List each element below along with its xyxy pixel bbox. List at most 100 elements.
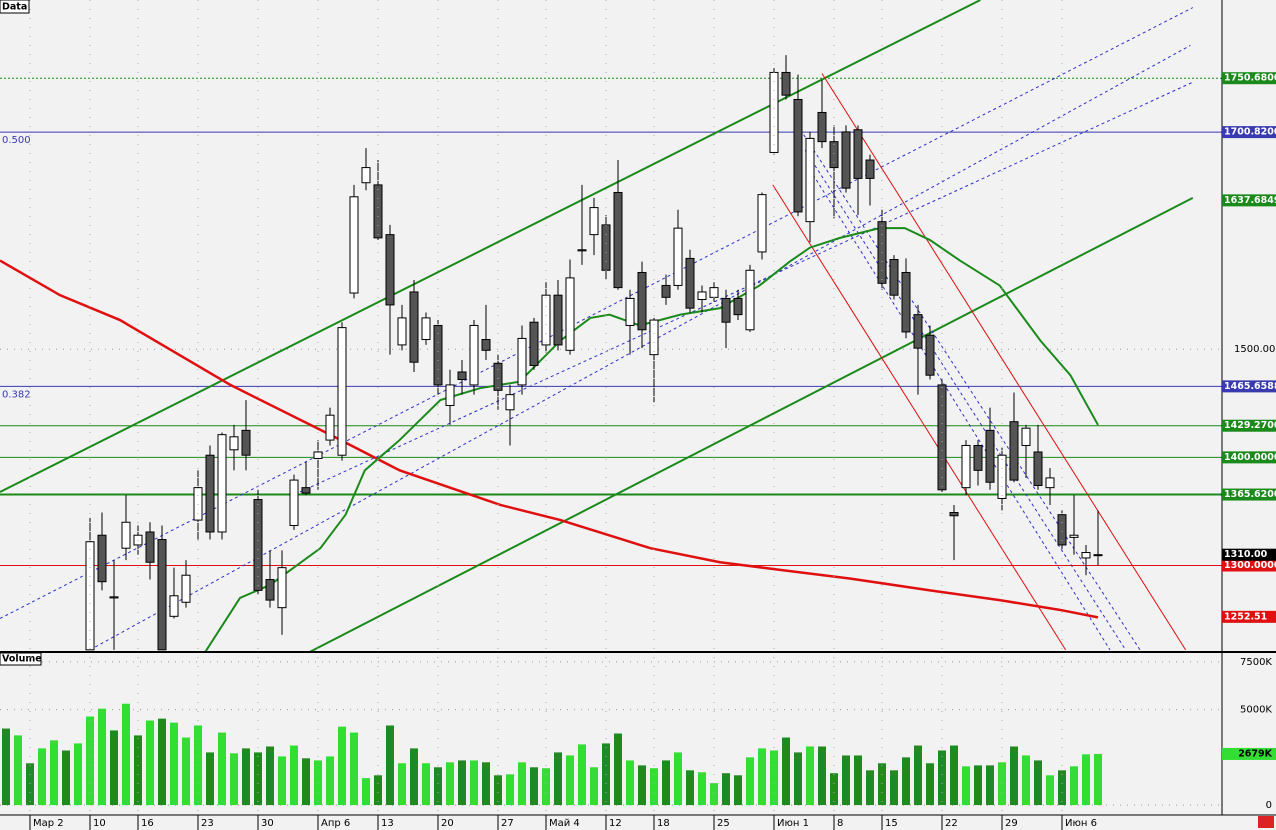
x-tick-label: 23 bbox=[201, 818, 214, 829]
x-tick-label: 12 bbox=[609, 818, 622, 829]
volume-bar bbox=[410, 748, 418, 806]
x-tick-label: 8 bbox=[837, 818, 843, 829]
volume-bar bbox=[386, 725, 394, 806]
volume-bar bbox=[506, 774, 514, 806]
volume-bar bbox=[914, 745, 922, 806]
candle-body bbox=[793, 98, 803, 213]
level-tag-label: 1750.6800 bbox=[1224, 73, 1276, 84]
value-tag bbox=[1222, 610, 1276, 623]
candle-body bbox=[505, 394, 515, 411]
level-tag bbox=[1222, 451, 1276, 464]
x-tick-label: Июн 1 bbox=[777, 818, 809, 829]
volume-bar bbox=[242, 748, 250, 806]
candle-body bbox=[661, 284, 671, 298]
y-tick-label: 1500.00 bbox=[1234, 344, 1275, 355]
volume-bar bbox=[422, 763, 430, 806]
volume-bar bbox=[854, 755, 862, 806]
candle-body bbox=[433, 324, 443, 386]
x-tick-label: 27 bbox=[501, 818, 514, 829]
x-tick-label: 15 bbox=[885, 818, 898, 829]
volume-bar bbox=[374, 775, 382, 806]
value-tag-label: 1310.00 bbox=[1224, 549, 1268, 560]
volume-bar bbox=[986, 765, 994, 806]
volume-bar bbox=[98, 708, 106, 806]
volume-bar bbox=[86, 716, 94, 806]
volume-bar bbox=[326, 756, 334, 806]
volume-bar bbox=[638, 765, 646, 806]
candle-body bbox=[853, 129, 863, 179]
volume-bar bbox=[1034, 760, 1042, 806]
candle-body bbox=[481, 339, 491, 351]
level-tag-label: 1365.6200 bbox=[1224, 489, 1276, 500]
volume-bar bbox=[614, 733, 622, 806]
candle-body bbox=[949, 512, 959, 517]
candle-body bbox=[229, 436, 239, 451]
volume-bar bbox=[926, 763, 934, 806]
volume-bar bbox=[578, 744, 586, 806]
volume-bar bbox=[314, 760, 322, 806]
candle-body bbox=[985, 429, 995, 483]
volume-bar bbox=[230, 753, 238, 806]
volume-bar bbox=[50, 740, 58, 806]
candle-body bbox=[553, 294, 563, 346]
volume-bar bbox=[746, 757, 754, 806]
overlay-line bbox=[809, 169, 1111, 651]
volume-bar bbox=[494, 775, 502, 806]
x-tick-label: 18 bbox=[657, 818, 670, 829]
candle-body bbox=[961, 444, 971, 489]
volume-bar bbox=[278, 756, 286, 806]
volume-bar bbox=[74, 743, 82, 806]
level-tag-label: 1465.6588 bbox=[1224, 381, 1276, 392]
volume-bar bbox=[770, 750, 778, 806]
x-tick-label: 10 bbox=[93, 818, 106, 829]
overlay-line bbox=[821, 73, 1187, 651]
volume-bar bbox=[758, 748, 766, 806]
candle-body bbox=[517, 337, 527, 386]
candle-body bbox=[613, 191, 623, 289]
candle-body bbox=[1069, 534, 1079, 538]
x-tick-label: 25 bbox=[717, 818, 730, 829]
x-tick-label: Апр 6 bbox=[321, 818, 350, 829]
volume-bar bbox=[1070, 766, 1078, 806]
candle-body bbox=[493, 362, 503, 391]
volume-bar bbox=[1094, 753, 1102, 806]
volume-bar bbox=[830, 773, 838, 806]
volume-bar bbox=[146, 720, 154, 806]
candle-body bbox=[625, 297, 635, 326]
level-tag bbox=[1222, 488, 1276, 501]
volume-bar bbox=[254, 752, 262, 806]
candle-body bbox=[409, 291, 419, 363]
volume-bar bbox=[1046, 775, 1054, 806]
volume-bar bbox=[182, 737, 190, 806]
candle-body bbox=[541, 294, 551, 346]
volume-bar bbox=[218, 732, 226, 806]
candle-body bbox=[85, 541, 95, 651]
volume-bar bbox=[434, 767, 442, 806]
candle-body bbox=[145, 531, 155, 563]
volume-bar bbox=[650, 768, 658, 806]
volume-bar bbox=[962, 766, 970, 806]
level-tag-label: 1400.0000 bbox=[1224, 452, 1276, 463]
value-tag bbox=[1222, 194, 1276, 207]
volume-bar bbox=[266, 746, 274, 806]
overlay-line bbox=[772, 184, 1067, 651]
volume-bar bbox=[686, 770, 694, 806]
candle-body bbox=[445, 384, 455, 406]
panel-label-box bbox=[0, 652, 42, 666]
level-note: 0.500 bbox=[2, 135, 31, 146]
volume-bar bbox=[974, 765, 982, 806]
price-panel: 0.500 0.382 bbox=[0, 0, 1222, 652]
scroll-button[interactable] bbox=[1258, 816, 1274, 828]
candle-body bbox=[193, 487, 203, 521]
candle-body bbox=[649, 319, 659, 356]
overlay-line bbox=[299, 81, 1194, 493]
candle-body bbox=[421, 317, 431, 341]
level-note: 0.382 bbox=[2, 389, 31, 400]
x-tick-label: 13 bbox=[381, 818, 394, 829]
candle-body bbox=[589, 207, 599, 236]
volume-bar bbox=[842, 755, 850, 806]
volume-bar bbox=[866, 770, 874, 806]
x-tick-label: Май 4 bbox=[549, 818, 580, 829]
